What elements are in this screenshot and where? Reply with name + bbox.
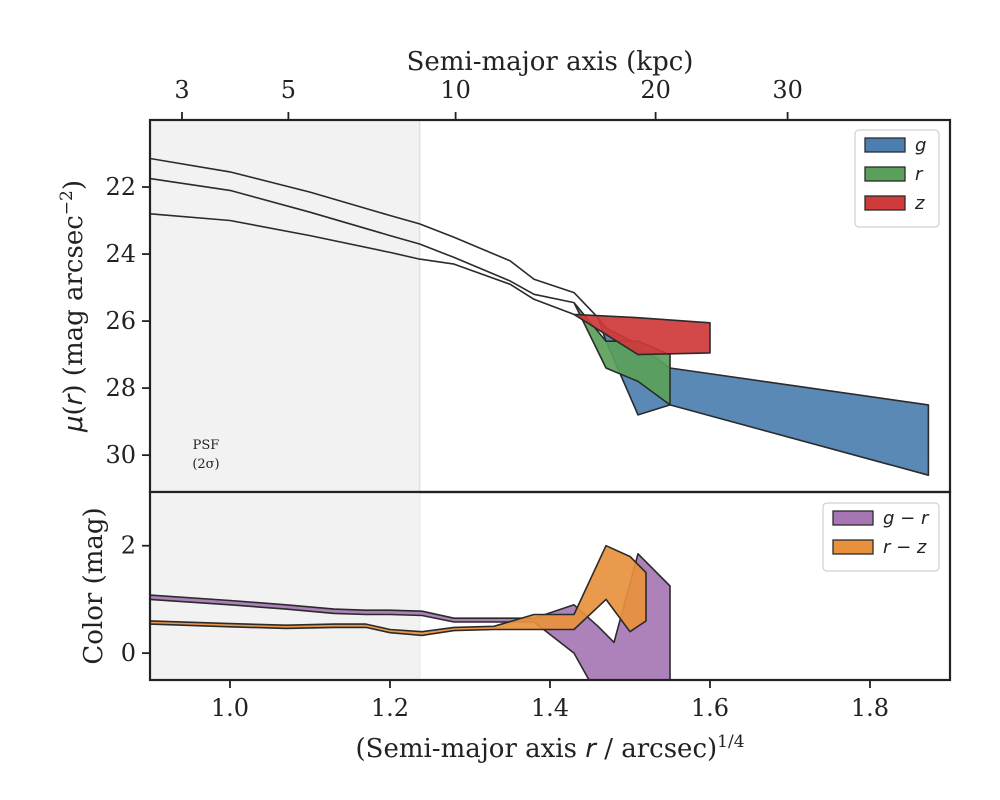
bottom-panel: g − r r − z <box>142 490 952 688</box>
bottom-legend-label: r − z <box>883 537 927 558</box>
y-tick-label-top: 30 <box>105 441 136 469</box>
y-tick-label-top: 22 <box>105 173 136 201</box>
top-legend-swatch <box>864 195 906 211</box>
y-tick-label-bottom: 0 <box>121 639 136 667</box>
series-rz <box>150 544 647 637</box>
band-z <box>150 213 711 356</box>
x-tick-label: 1.2 <box>371 694 409 722</box>
y-tick-label-top: 26 <box>105 307 136 335</box>
band-rz <box>150 544 647 637</box>
psf-shaded-region-bottom <box>150 492 420 680</box>
bottom-legend-swatch <box>832 539 874 555</box>
bottom-legend-label: g − r <box>883 508 930 529</box>
band-r <box>150 177 671 406</box>
x-tick-label: 1.4 <box>531 694 569 722</box>
top-legend-label: g <box>915 135 926 156</box>
axes-text: 22 24 26 28 30 0 2 1.0 1.2 1.4 1.6 1.8 3 5 10 20 30 Semi-… <box>57 47 889 764</box>
bottom-y-axis-label: Color (mag) <box>79 507 109 664</box>
y-tick-label-top: 24 <box>105 240 136 268</box>
series-g <box>150 157 930 476</box>
y-tick-label-top: 28 <box>105 374 136 402</box>
top-x-tick-label: 20 <box>640 76 671 104</box>
psf-sublabel: (2σ) <box>192 457 219 472</box>
top-panel: PSF (2σ) grz <box>142 112 952 680</box>
bottom-x-axis-label: (Semi-major axis r / arcsec)1/4 <box>355 732 744 764</box>
top-legend-swatch <box>864 166 906 182</box>
top-y-axis-label: μ(r) (mag arcsec−2) <box>57 180 89 433</box>
top-x-tick-label: 5 <box>281 76 296 104</box>
psf-label: PSF <box>193 438 220 453</box>
top-legend-swatch <box>864 137 906 153</box>
x-tick-label: 1.8 <box>851 694 889 722</box>
series-r <box>150 177 671 406</box>
band-g <box>150 157 930 476</box>
x-tick-label: 1.6 <box>691 694 729 722</box>
top-x-tick-label: 3 <box>174 76 189 104</box>
bottom-legend-swatch <box>832 510 874 526</box>
top-x-axis-label: Semi-major axis (kpc) <box>407 47 694 77</box>
top-x-tick-label: 10 <box>440 76 471 104</box>
psf-shaded-region-top <box>150 120 420 492</box>
top-x-tick-label: 30 <box>772 76 803 104</box>
x-tick-label: 1.0 <box>211 694 249 722</box>
y-tick-label-bottom: 2 <box>121 532 136 560</box>
series-z <box>150 213 711 356</box>
top-legend-label: z <box>914 193 925 214</box>
top-legend-label: r <box>915 164 924 185</box>
